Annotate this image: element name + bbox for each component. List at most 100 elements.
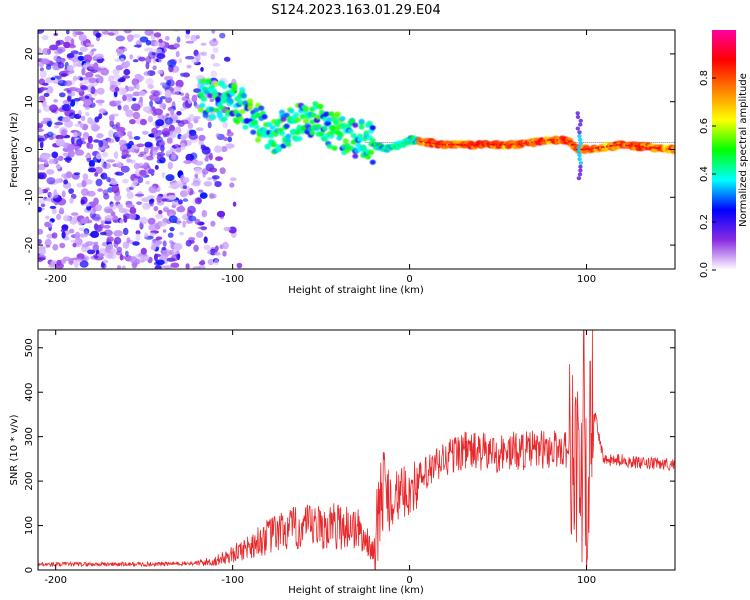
spectrogram-cell	[219, 167, 226, 175]
spectrogram-cell	[193, 244, 199, 252]
spectrogram-cell	[43, 92, 50, 97]
spectrogram-cell	[82, 173, 89, 181]
spectrogram-cell	[153, 108, 163, 116]
spectrogram-cell	[149, 100, 154, 108]
spectrogram-cell	[38, 87, 42, 93]
spectrogram-cell	[171, 152, 177, 161]
spectrogram-cell	[55, 178, 63, 184]
spectrogram-cell	[139, 36, 149, 43]
chart-title: S124.2023.163.01.29.E04	[271, 3, 440, 18]
spectrogram-cell	[128, 135, 134, 140]
spectrogram-cell	[64, 36, 72, 42]
spectrogram-cell	[156, 53, 166, 59]
spectrogram-cell	[145, 77, 154, 86]
spectrogram-cell	[46, 169, 55, 175]
spectrogram-cell	[576, 176, 582, 181]
y-tick-label: 10	[24, 95, 35, 108]
spectrogram-cell	[195, 231, 204, 238]
spectrogram-cell	[134, 193, 145, 197]
spectrogram-cell	[161, 246, 167, 251]
spectrogram-cell	[309, 130, 316, 136]
spectrogram-cell	[56, 39, 65, 45]
spectrogram-cell	[188, 237, 196, 241]
spectrogram-cell	[61, 116, 71, 122]
y-tick-label: -10	[24, 189, 35, 205]
spectrogram-cell	[121, 265, 126, 269]
spectrogram-cell	[166, 80, 171, 86]
spectrogram-cell	[145, 180, 150, 185]
spectrogram-cell	[83, 54, 93, 63]
spectrogram-cell	[225, 143, 235, 149]
spectrogram-y-label: Frequency (Hz)	[9, 112, 20, 188]
spectrogram-cell	[96, 87, 105, 95]
spectrogram-cell	[148, 168, 155, 175]
spectrogram-cell	[369, 159, 376, 165]
spectrogram-cell	[80, 85, 89, 91]
spectrogram-cell	[119, 253, 124, 261]
spectrogram-cell	[136, 143, 145, 148]
spectrogram-cell	[271, 142, 277, 148]
spectrogram-cell	[57, 155, 64, 161]
spectrogram-cell	[42, 153, 51, 160]
spectrogram-cell	[250, 129, 257, 135]
spectrogram-cell	[49, 193, 59, 199]
spectrogram-marks	[38, 30, 675, 269]
colorbar-gradient	[712, 30, 736, 270]
spectrogram-cell	[296, 136, 303, 142]
spectrogram-cell	[74, 149, 85, 156]
spectrogram-cell	[175, 119, 181, 124]
spectrogram-cell	[285, 141, 292, 147]
spectrogram-cell	[169, 130, 177, 139]
spectrogram-cell	[209, 39, 219, 47]
spectrogram-cell	[129, 148, 135, 152]
spectrogram-cell	[136, 201, 143, 205]
spectrogram-cell	[258, 105, 265, 111]
spectrogram-cell	[212, 62, 221, 67]
spectrogram-cell	[187, 122, 194, 129]
spectrogram-cell	[530, 143, 537, 148]
spectrogram-cell	[147, 51, 156, 59]
spectrogram-cell	[210, 53, 216, 60]
spectrogram-cell	[106, 159, 116, 163]
spectrogram-cell	[113, 236, 122, 245]
spectrogram-cell	[185, 92, 190, 99]
spectrogram-cell	[193, 88, 202, 93]
spectrogram-cell	[191, 181, 201, 187]
spectrogram-cell	[68, 112, 76, 119]
spectrogram-cell	[103, 259, 109, 264]
spectrogram-cell	[44, 159, 48, 166]
spectrogram-cell	[143, 71, 151, 76]
spectrogram-cell	[194, 160, 204, 166]
spectrogram-cell	[239, 109, 246, 115]
spectrogram-cell	[107, 138, 115, 144]
spectrogram-cell	[145, 62, 150, 70]
spectrogram-cell	[149, 201, 154, 207]
spectrogram-cell	[38, 95, 44, 102]
spectrogram-x-ticks: -200 -100 0 100	[44, 30, 596, 285]
spectrogram-cell	[221, 116, 228, 122]
spectrogram-cell	[212, 47, 219, 54]
spectrogram-cell	[167, 161, 173, 170]
colorbar-tick-label: 0.6	[699, 118, 710, 134]
spectrogram-cell	[207, 92, 214, 99]
spectrogram-cell	[210, 114, 217, 120]
spectrogram-cell	[326, 143, 333, 149]
spectrogram-cell	[211, 30, 216, 34]
spectrogram-cell	[231, 82, 238, 88]
spectrogram-cell	[59, 242, 66, 249]
spectrogram-cell	[87, 249, 96, 255]
spectrogram-cell	[198, 134, 206, 141]
spectrogram-cell	[108, 129, 114, 138]
spectrogram-cell	[61, 231, 66, 239]
spectrogram-cell	[123, 215, 128, 223]
spectrogram-cell	[80, 115, 86, 122]
spectrogram-cell	[190, 152, 198, 160]
snr-y-ticks: 0 100 200 300 400 500	[24, 338, 675, 573]
spectrogram-cell	[57, 79, 64, 84]
spectrogram-cell	[201, 96, 207, 102]
spectrogram-cell	[72, 76, 78, 81]
spectrogram-cell	[116, 161, 122, 168]
spectrogram-cell	[70, 50, 79, 55]
spectrogram-cell	[132, 97, 137, 102]
spectrogram-cell	[68, 228, 75, 234]
